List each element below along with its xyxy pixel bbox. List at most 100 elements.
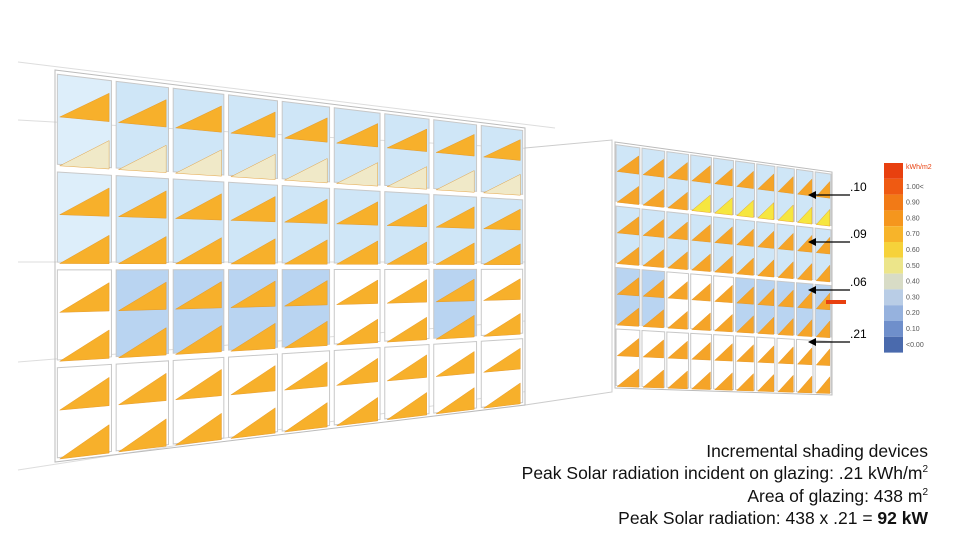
window-pane xyxy=(228,94,279,180)
shading-fin xyxy=(230,196,276,223)
annotation-label: .10 xyxy=(850,180,867,194)
legend-label: 0.20 xyxy=(906,310,920,317)
legend-label: 0.40 xyxy=(906,279,920,286)
shading-fin xyxy=(757,173,774,192)
shading-fin xyxy=(757,316,774,335)
shading-fin xyxy=(714,255,733,274)
shading-fin xyxy=(230,280,276,308)
shading-fin xyxy=(667,340,688,360)
shading-fin xyxy=(714,168,733,187)
shading-fin xyxy=(667,370,688,390)
shading-fin xyxy=(757,345,774,364)
shading-fin xyxy=(230,365,276,396)
legend-swatch xyxy=(884,194,903,211)
shading-fin xyxy=(797,375,813,394)
shading-fin xyxy=(174,193,222,221)
peak-marker xyxy=(826,300,846,304)
caption-line: Peak Solar radiation incident on glazing… xyxy=(522,463,928,484)
shading-fin xyxy=(284,361,328,391)
shading-fin xyxy=(777,289,794,308)
legend-swatch xyxy=(884,257,903,274)
shading-fin xyxy=(435,170,475,193)
arrow-head xyxy=(808,338,816,346)
shading-fin xyxy=(815,264,831,283)
shading-fin xyxy=(435,242,475,265)
shading-fin xyxy=(815,208,831,227)
shading-fin xyxy=(797,319,813,337)
shading-fin xyxy=(616,246,639,266)
shading-fin xyxy=(482,278,521,301)
shading-fin xyxy=(230,238,276,265)
caption-sup: 2 xyxy=(922,464,928,476)
legend-label: 1.00< xyxy=(906,184,924,191)
arrow-head xyxy=(808,238,816,246)
caption-line: Incremental shading devices xyxy=(706,441,928,461)
shading-fin xyxy=(435,387,475,415)
legend-label: 0.70 xyxy=(906,231,920,238)
shading-fin xyxy=(616,216,639,236)
shading-fin xyxy=(777,346,794,365)
shading-fin xyxy=(482,208,521,231)
shading-fin xyxy=(691,341,711,361)
shading-fin xyxy=(386,128,427,152)
shading-fin xyxy=(336,357,378,386)
shading-fin xyxy=(642,279,664,298)
shading-fin xyxy=(642,309,664,329)
legend-title: kWh/m2 xyxy=(906,164,932,171)
shading-fin xyxy=(58,329,110,362)
shading-fin xyxy=(386,279,427,304)
shading-fin xyxy=(435,206,475,229)
shading-fin xyxy=(483,313,521,337)
shading-fin xyxy=(435,278,475,303)
shading-fin xyxy=(616,307,639,327)
shading-fin xyxy=(777,374,794,393)
shading-fin xyxy=(714,343,733,362)
shading-fin xyxy=(815,320,831,338)
shading-fin xyxy=(757,230,774,249)
shading-fin xyxy=(483,382,521,409)
shading-fin xyxy=(117,190,167,219)
shading-fin xyxy=(335,201,378,226)
shading-fin xyxy=(642,369,664,389)
shading-fin xyxy=(117,99,167,128)
shading-fin xyxy=(58,140,110,170)
caption-line: Peak Solar radiation: 438 x .21 = 92 kW xyxy=(618,508,928,529)
legend-swatch xyxy=(884,163,903,179)
legend-label: 0.60 xyxy=(906,247,920,254)
window-pane xyxy=(333,107,381,186)
shading-fin xyxy=(435,351,475,377)
shading-fin xyxy=(175,412,222,446)
shading-fin xyxy=(667,162,688,181)
caption-text: Area of glazing: 438 m xyxy=(747,486,923,506)
shading-fin xyxy=(616,368,639,388)
shading-fin xyxy=(59,376,110,411)
shading-fin xyxy=(736,286,754,305)
shading-fin xyxy=(482,243,521,265)
shading-fin xyxy=(797,206,813,225)
shading-fin xyxy=(815,180,831,199)
legend-swatch xyxy=(884,210,903,227)
shading-fin xyxy=(757,374,774,392)
shading-fin xyxy=(174,281,222,310)
caption-line: Area of glazing: 438 m2 xyxy=(747,486,928,507)
window-pane xyxy=(281,100,331,183)
annotation-label: .09 xyxy=(850,227,867,241)
shading-fin xyxy=(815,376,831,394)
shading-fin xyxy=(691,371,711,390)
shading-fin xyxy=(691,194,711,213)
shading-fin xyxy=(757,202,774,221)
annotation-label: .06 xyxy=(850,275,867,289)
shading-fin xyxy=(777,204,794,223)
legend-label: 0.90 xyxy=(906,200,920,207)
shading-fin xyxy=(736,170,754,189)
shading-fin xyxy=(642,188,664,208)
building-outline xyxy=(614,141,833,396)
shading-fin xyxy=(174,105,222,133)
window-pane xyxy=(115,80,169,172)
legend-label: 0.30 xyxy=(906,294,920,301)
shading-fin xyxy=(736,315,754,334)
caption-text: Peak Solar radiation: 438 x .21 = xyxy=(618,508,878,528)
building-outline xyxy=(54,69,526,463)
shading-fin xyxy=(797,178,813,197)
